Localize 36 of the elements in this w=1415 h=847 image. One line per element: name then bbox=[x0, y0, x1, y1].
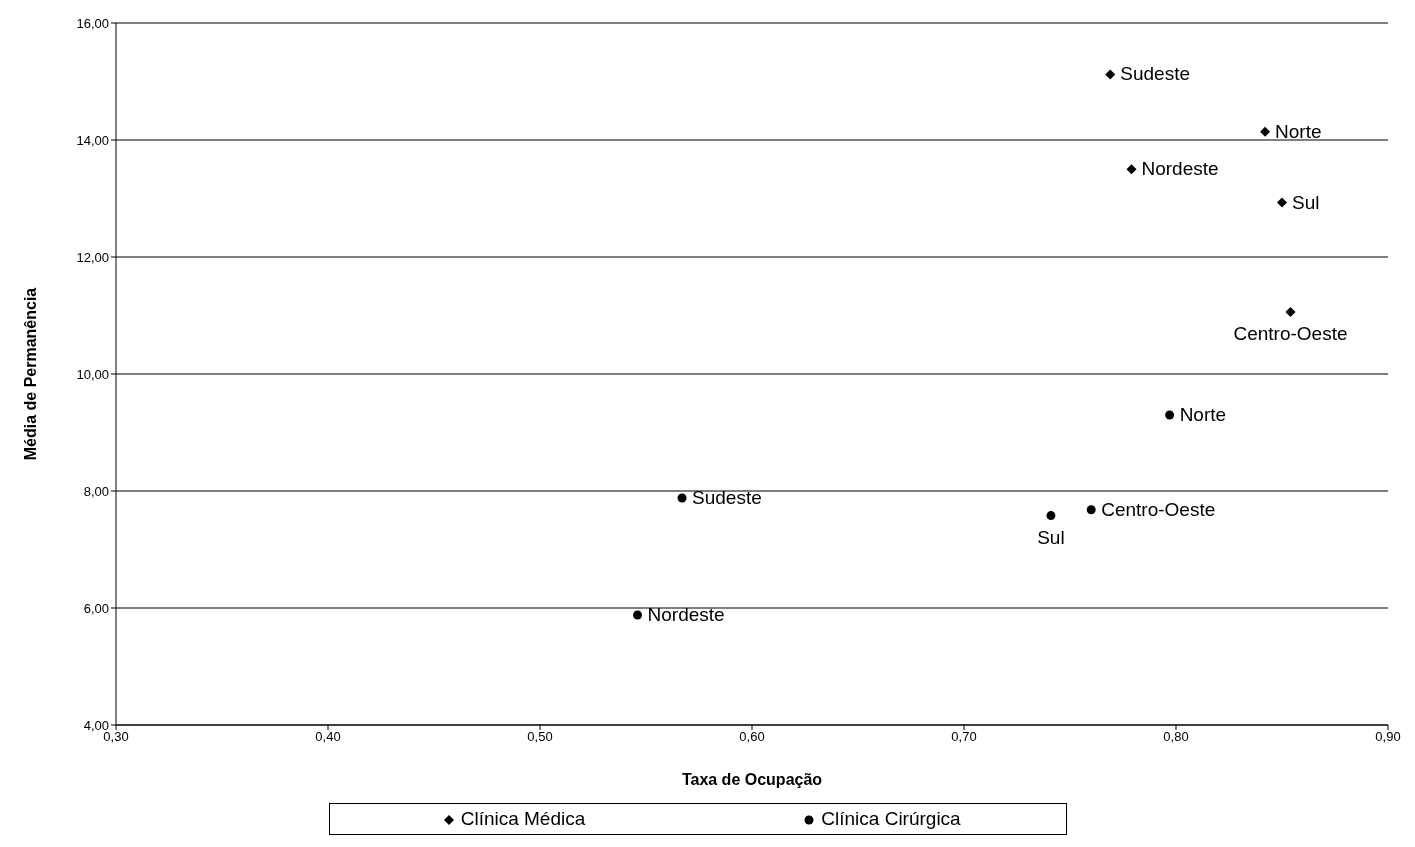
y-tick-label: 10,00 bbox=[76, 366, 109, 382]
x-tick-label: 0,50 bbox=[527, 729, 553, 745]
y-axis-title: Média de Permanência bbox=[21, 287, 39, 461]
point bbox=[633, 610, 643, 620]
point bbox=[1126, 164, 1137, 175]
y-tick-label: 14,00 bbox=[76, 132, 109, 148]
annotation: Norte bbox=[1179, 403, 1227, 425]
annotation: Centro-Oeste bbox=[1101, 498, 1216, 520]
point bbox=[1165, 410, 1175, 420]
annotation: Norte bbox=[1275, 120, 1322, 142]
point bbox=[1046, 511, 1056, 521]
point bbox=[1285, 306, 1296, 317]
x-axis-title: Taxa de Ocupação bbox=[681, 771, 823, 788]
y-tick-label: 16,00 bbox=[76, 15, 109, 31]
annotation: Sul bbox=[1037, 526, 1065, 548]
annotation: Sudeste bbox=[692, 487, 762, 509]
point bbox=[1105, 69, 1116, 80]
y-tick-label: 12,00 bbox=[76, 249, 109, 265]
x-tick-label: 0,40 bbox=[315, 729, 341, 745]
annotation: Sul bbox=[1292, 191, 1320, 213]
annotation: Nordeste bbox=[647, 604, 725, 626]
point bbox=[1086, 505, 1096, 515]
y-tick-label: 6,00 bbox=[83, 600, 109, 616]
point bbox=[1277, 197, 1287, 208]
legend-label: Clínica Médica bbox=[459, 808, 587, 830]
x-tick-label: 0,90 bbox=[1375, 729, 1401, 745]
x-tick-label: 0,80 bbox=[1163, 729, 1189, 745]
x-tick-label: 0,60 bbox=[739, 729, 765, 745]
y-tick-label: 8,00 bbox=[83, 483, 109, 499]
annotation: Sudeste bbox=[1120, 63, 1191, 85]
annotation: Nordeste bbox=[1141, 158, 1219, 180]
legend-label: Clínica Cirúrgica bbox=[820, 808, 962, 830]
point bbox=[677, 493, 687, 503]
annotation: Centro-Oeste bbox=[1233, 322, 1348, 344]
x-tick-label: 0,70 bbox=[951, 729, 977, 745]
point bbox=[1260, 126, 1271, 137]
